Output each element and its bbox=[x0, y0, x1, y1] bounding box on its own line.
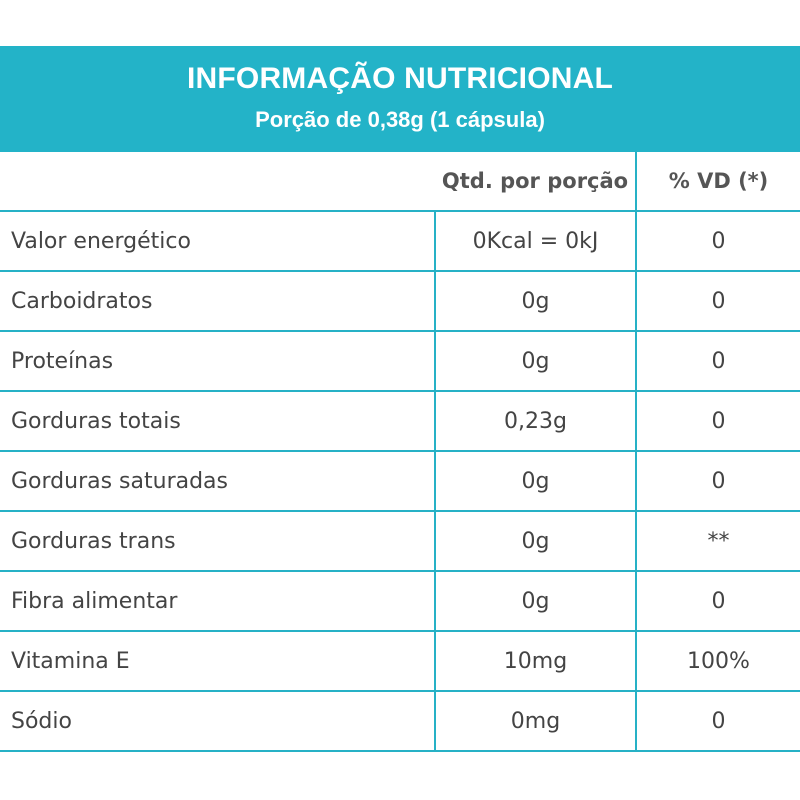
nutrient-daily-value: 0 bbox=[635, 451, 800, 512]
nutrient-name: Gorduras saturadas bbox=[0, 451, 435, 512]
table-row: Fibra alimentar 0g 0 bbox=[0, 571, 800, 632]
nutrient-quantity: 0,23g bbox=[434, 391, 636, 452]
nutrient-name: Gorduras trans bbox=[0, 511, 435, 572]
nutrient-quantity: 0g bbox=[434, 571, 636, 632]
nutrient-name: Proteínas bbox=[0, 331, 435, 392]
nutrient-daily-value: 100% bbox=[635, 631, 800, 692]
table-row: Gorduras totais 0,23g 0 bbox=[0, 391, 800, 452]
serving-size: Porção de 0,38g (1 cápsula) bbox=[255, 107, 545, 132]
column-header-daily-value: % VD (*) bbox=[635, 152, 800, 212]
nutrition-header: INFORMAÇÃO NUTRICIONAL Porção de 0,38g (… bbox=[0, 46, 800, 152]
table-row: Gorduras saturadas 0g 0 bbox=[0, 451, 800, 512]
nutrition-title: INFORMAÇÃO NUTRICIONAL bbox=[186, 62, 614, 95]
nutrient-daily-value: 0 bbox=[635, 391, 800, 452]
table-header-row: Qtd. por porção % VD (*) bbox=[0, 152, 800, 212]
nutrient-quantity: 0g bbox=[434, 511, 636, 572]
table-row: Valor energético 0Kcal = 0kJ 0 bbox=[0, 211, 800, 272]
nutrient-daily-value: 0 bbox=[635, 571, 800, 632]
nutrient-name: Fibra alimentar bbox=[0, 571, 435, 632]
nutrient-quantity: 0g bbox=[434, 271, 636, 332]
nutrition-table: Qtd. por porção % VD (*) Valor energétic… bbox=[0, 152, 800, 752]
table-row: Vitamina E 10mg 100% bbox=[0, 631, 800, 692]
nutrient-name: Vitamina E bbox=[0, 631, 435, 692]
nutrient-quantity: 0Kcal = 0kJ bbox=[434, 211, 636, 272]
nutrient-quantity: 10mg bbox=[434, 631, 636, 692]
nutrient-daily-value: 0 bbox=[635, 211, 800, 272]
column-header-nutrient bbox=[0, 152, 435, 212]
table-row: Carboidratos 0g 0 bbox=[0, 271, 800, 332]
nutrient-daily-value: 0 bbox=[635, 331, 800, 392]
nutrient-quantity: 0mg bbox=[434, 691, 636, 752]
nutrient-name: Valor energético bbox=[0, 211, 435, 272]
nutrient-name: Sódio bbox=[0, 691, 435, 752]
nutrient-daily-value: 0 bbox=[635, 271, 800, 332]
nutrient-quantity: 0g bbox=[434, 451, 636, 512]
column-header-quantity: Qtd. por porção bbox=[435, 152, 636, 212]
nutrient-name: Carboidratos bbox=[0, 271, 435, 332]
table-row: Sódio 0mg 0 bbox=[0, 691, 800, 752]
nutrient-name: Gorduras totais bbox=[0, 391, 435, 452]
table-row: Proteínas 0g 0 bbox=[0, 331, 800, 392]
nutrient-daily-value: 0 bbox=[635, 691, 800, 752]
table-row: Gorduras trans 0g ** bbox=[0, 511, 800, 572]
nutrient-quantity: 0g bbox=[434, 331, 636, 392]
nutrient-daily-value: ** bbox=[635, 511, 800, 572]
